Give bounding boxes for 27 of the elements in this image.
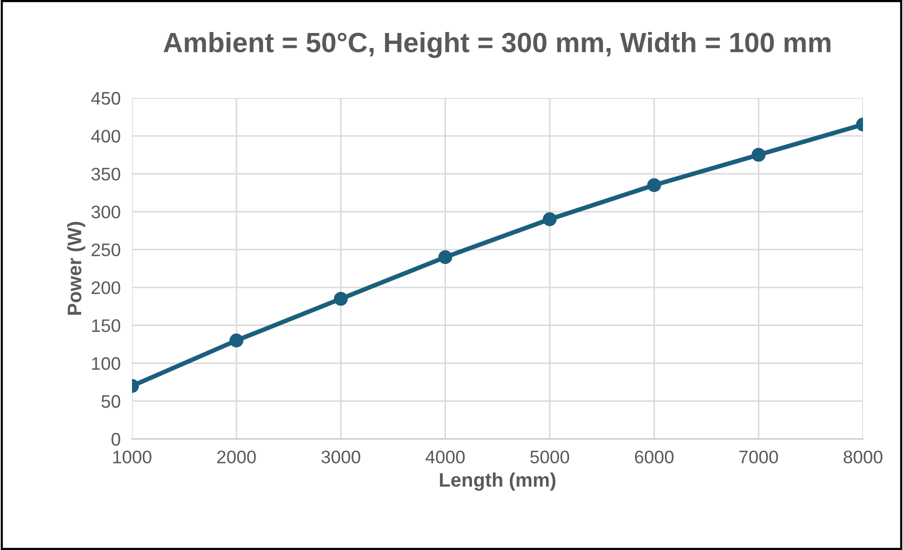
- x-tick-label: 4000: [426, 450, 465, 464]
- x-tick-label: 7000: [739, 450, 778, 464]
- y-tick-label: 100: [92, 357, 120, 370]
- x-tick-label: 3000: [321, 450, 360, 464]
- point: [647, 178, 662, 192]
- y-tick-label: 200: [92, 281, 120, 294]
- y-tick-label: 400: [91, 130, 120, 143]
- chart-title: Ambient = 50°C, Height = 300 mm, Width = 100 mm: [164, 32, 830, 58]
- x-tick-label: 6000: [634, 450, 674, 464]
- y-tick-label: 50: [102, 395, 120, 408]
- point: [542, 212, 557, 226]
- y-tick-label: 0: [112, 432, 120, 446]
- x-tick-label: 2000: [217, 450, 256, 464]
- y-tick-label: 350: [91, 168, 120, 180]
- y-tick-label: 250: [92, 243, 120, 256]
- point: [229, 334, 244, 348]
- y-axis-title: Power (W): [67, 222, 86, 315]
- x-tick-label: 1000: [113, 450, 152, 464]
- x-tick-label: 5000: [530, 450, 570, 464]
- y-tick-label: 300: [91, 206, 120, 218]
- point: [752, 148, 766, 162]
- y-tick-label: 150: [92, 319, 120, 332]
- y-tick-label: 450: [91, 92, 120, 105]
- point: [438, 250, 452, 264]
- x-tick-label: 8000: [844, 450, 882, 464]
- point: [334, 292, 348, 306]
- x-axis-title: Length (mm): [440, 472, 556, 491]
